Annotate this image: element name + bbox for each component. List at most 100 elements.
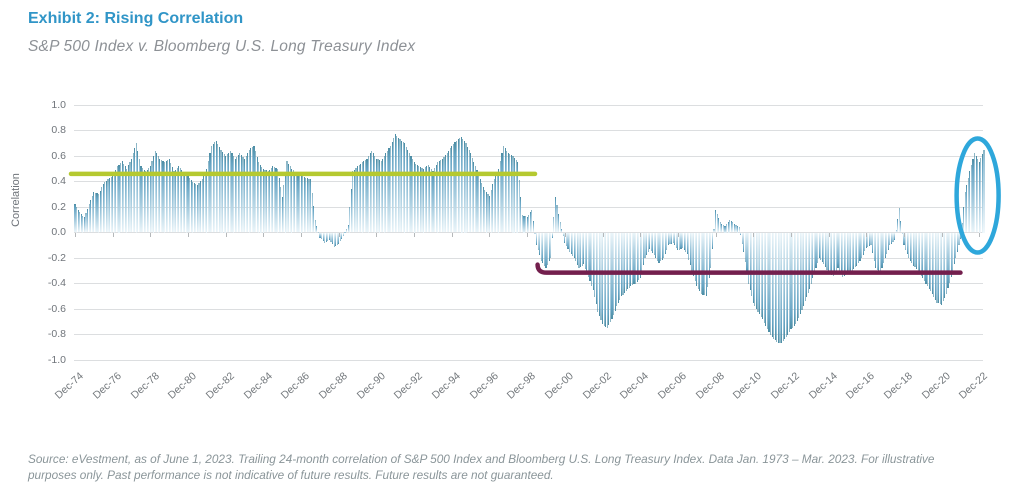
correlation-bar bbox=[198, 183, 200, 233]
correlation-bar bbox=[831, 232, 833, 275]
correlation-bar bbox=[311, 192, 313, 233]
correlation-bar bbox=[174, 169, 177, 233]
correlation-bar bbox=[886, 232, 888, 254]
correlation-bar bbox=[382, 158, 384, 233]
correlation-bar bbox=[708, 232, 710, 278]
correlation-bar bbox=[87, 208, 89, 233]
correlation-bar bbox=[283, 184, 285, 233]
correlation-bar bbox=[887, 232, 889, 250]
correlation-bar bbox=[455, 140, 458, 233]
correlation-bar bbox=[503, 145, 505, 233]
correlation-bar bbox=[316, 225, 318, 233]
correlation-bar bbox=[390, 145, 392, 233]
correlation-bar bbox=[592, 232, 594, 290]
correlation-bar bbox=[352, 171, 354, 233]
correlation-bar bbox=[581, 232, 583, 266]
correlation-bar bbox=[765, 232, 767, 326]
correlation-bar bbox=[121, 161, 123, 233]
correlation-bar bbox=[848, 232, 850, 273]
correlation-bar bbox=[606, 232, 608, 329]
correlation-bar bbox=[716, 213, 718, 233]
correlation-bar bbox=[796, 232, 798, 321]
correlation-bar bbox=[383, 156, 385, 233]
correlation-bar bbox=[890, 232, 892, 244]
correlation-bar bbox=[953, 232, 955, 265]
correlation-bar bbox=[225, 156, 227, 233]
correlation-bar bbox=[256, 156, 258, 233]
correlation-bar bbox=[335, 232, 337, 246]
correlation-bar bbox=[170, 162, 172, 233]
correlation-bar bbox=[203, 175, 205, 233]
correlation-bar bbox=[146, 169, 148, 233]
correlation-bar bbox=[518, 179, 520, 233]
correlation-bar bbox=[399, 139, 401, 233]
correlation-bar bbox=[328, 232, 330, 241]
correlation-bar bbox=[470, 153, 472, 233]
correlation-bar bbox=[881, 232, 883, 269]
correlation-bar bbox=[123, 163, 125, 233]
correlation-bar bbox=[696, 232, 698, 287]
correlation-bar bbox=[647, 232, 649, 253]
correlation-bar bbox=[636, 232, 638, 282]
correlation-bar bbox=[782, 232, 784, 342]
correlation-bar bbox=[463, 141, 465, 233]
correlation-bar bbox=[884, 232, 886, 258]
correlation-bar bbox=[572, 232, 574, 256]
correlation-bar bbox=[388, 148, 390, 233]
x-tick bbox=[376, 232, 378, 237]
correlation-bar bbox=[550, 232, 552, 258]
correlation-bar bbox=[98, 194, 100, 233]
x-tick-label: Dec-12 bbox=[768, 370, 802, 402]
correlation-bar bbox=[220, 149, 222, 233]
correlation-bar bbox=[218, 146, 221, 233]
correlation-bar bbox=[726, 224, 728, 233]
correlation-bar bbox=[507, 153, 509, 233]
x-tick-label: Dec-86 bbox=[278, 370, 313, 402]
correlation-bar bbox=[672, 232, 674, 243]
correlation-bar bbox=[401, 140, 403, 233]
correlation-bar bbox=[493, 178, 495, 233]
y-axis-title: Correlation bbox=[8, 140, 24, 260]
correlation-bar bbox=[780, 232, 783, 344]
correlation-bar bbox=[465, 143, 467, 233]
correlation-bar bbox=[558, 213, 560, 233]
correlation-bar bbox=[448, 150, 450, 233]
correlation-bar bbox=[798, 232, 800, 318]
correlation-bar bbox=[134, 148, 136, 233]
correlation-bar bbox=[386, 150, 389, 233]
correlation-bar bbox=[578, 232, 580, 269]
correlation-bar bbox=[813, 232, 816, 274]
correlation-bar bbox=[917, 232, 919, 271]
correlation-bar bbox=[85, 212, 87, 233]
correlation-bar bbox=[983, 149, 985, 233]
correlation-bar bbox=[948, 232, 951, 283]
correlation-bar bbox=[892, 232, 894, 242]
correlation-bar bbox=[471, 157, 473, 233]
correlation-bar bbox=[873, 232, 875, 261]
correlation-bar bbox=[452, 144, 454, 233]
correlation-bar bbox=[379, 160, 381, 233]
correlation-bar bbox=[906, 232, 908, 254]
correlation-bar bbox=[837, 232, 839, 269]
correlation-bar bbox=[779, 232, 781, 343]
correlation-bar bbox=[253, 145, 255, 233]
correlation-bar bbox=[625, 232, 627, 292]
correlation-bar bbox=[856, 232, 858, 266]
correlation-bar bbox=[482, 186, 484, 233]
correlation-bar bbox=[207, 161, 210, 233]
correlation-bar bbox=[336, 232, 338, 245]
correlation-bar bbox=[159, 158, 161, 233]
correlation-bar bbox=[187, 176, 189, 233]
correlation-bar bbox=[204, 172, 206, 233]
correlation-bar bbox=[418, 166, 420, 233]
correlation-bar bbox=[474, 166, 476, 233]
correlation-bar bbox=[547, 232, 549, 265]
correlation-bar bbox=[152, 156, 155, 233]
correlation-bar bbox=[542, 232, 544, 264]
correlation-bar bbox=[959, 232, 962, 239]
correlation-bar bbox=[201, 178, 203, 233]
x-tick-label: Dec-80 bbox=[165, 370, 200, 402]
correlation-bar bbox=[473, 161, 475, 233]
correlation-bar bbox=[911, 232, 913, 264]
correlation-bar bbox=[817, 232, 819, 264]
